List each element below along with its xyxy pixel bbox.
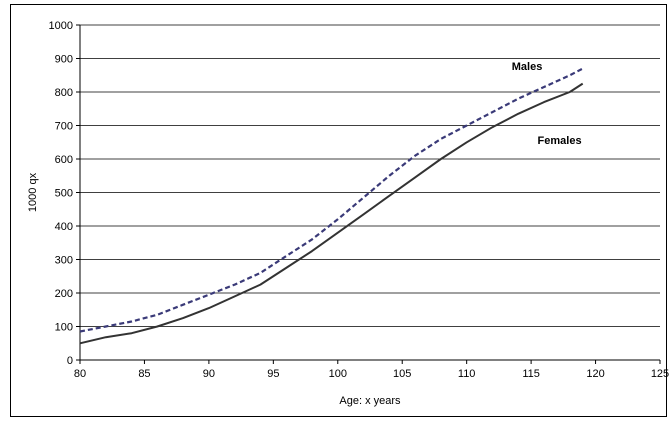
y-tick-label: 800 bbox=[55, 87, 73, 99]
series-label-females: Females bbox=[538, 135, 582, 147]
x-tick-label: 100 bbox=[329, 368, 347, 380]
y-axis-title: 1000 qx bbox=[27, 172, 39, 212]
x-tick-label: 85 bbox=[138, 368, 150, 380]
x-tick-label: 80 bbox=[74, 368, 86, 380]
y-tick-label: 700 bbox=[55, 121, 73, 133]
chart-outer-border bbox=[10, 4, 667, 417]
y-tick-label: 0 bbox=[67, 355, 73, 367]
y-tick-label: 300 bbox=[55, 255, 73, 267]
x-tick-label: 105 bbox=[393, 368, 411, 380]
y-tick-label: 400 bbox=[55, 221, 73, 233]
series-line-females bbox=[79, 82, 584, 345]
x-tick-label: 90 bbox=[203, 368, 215, 380]
series-label-males: Males bbox=[512, 61, 543, 73]
x-tick-label: 115 bbox=[522, 368, 540, 380]
y-tick-label: 900 bbox=[55, 54, 73, 66]
series-line-males bbox=[79, 67, 584, 333]
x-tick-label: 120 bbox=[586, 368, 604, 380]
x-tick-label: 95 bbox=[267, 368, 279, 380]
x-axis-title: Age: x years bbox=[339, 395, 401, 407]
y-tick-label: 600 bbox=[55, 154, 73, 166]
y-tick-label: 500 bbox=[55, 188, 73, 200]
x-tick-label: 125 bbox=[651, 368, 669, 380]
y-tick-label: 100 bbox=[55, 322, 73, 334]
y-tick-label: 1000 bbox=[49, 20, 73, 32]
x-tick-label: 110 bbox=[458, 368, 476, 380]
y-tick-label: 200 bbox=[55, 288, 73, 300]
